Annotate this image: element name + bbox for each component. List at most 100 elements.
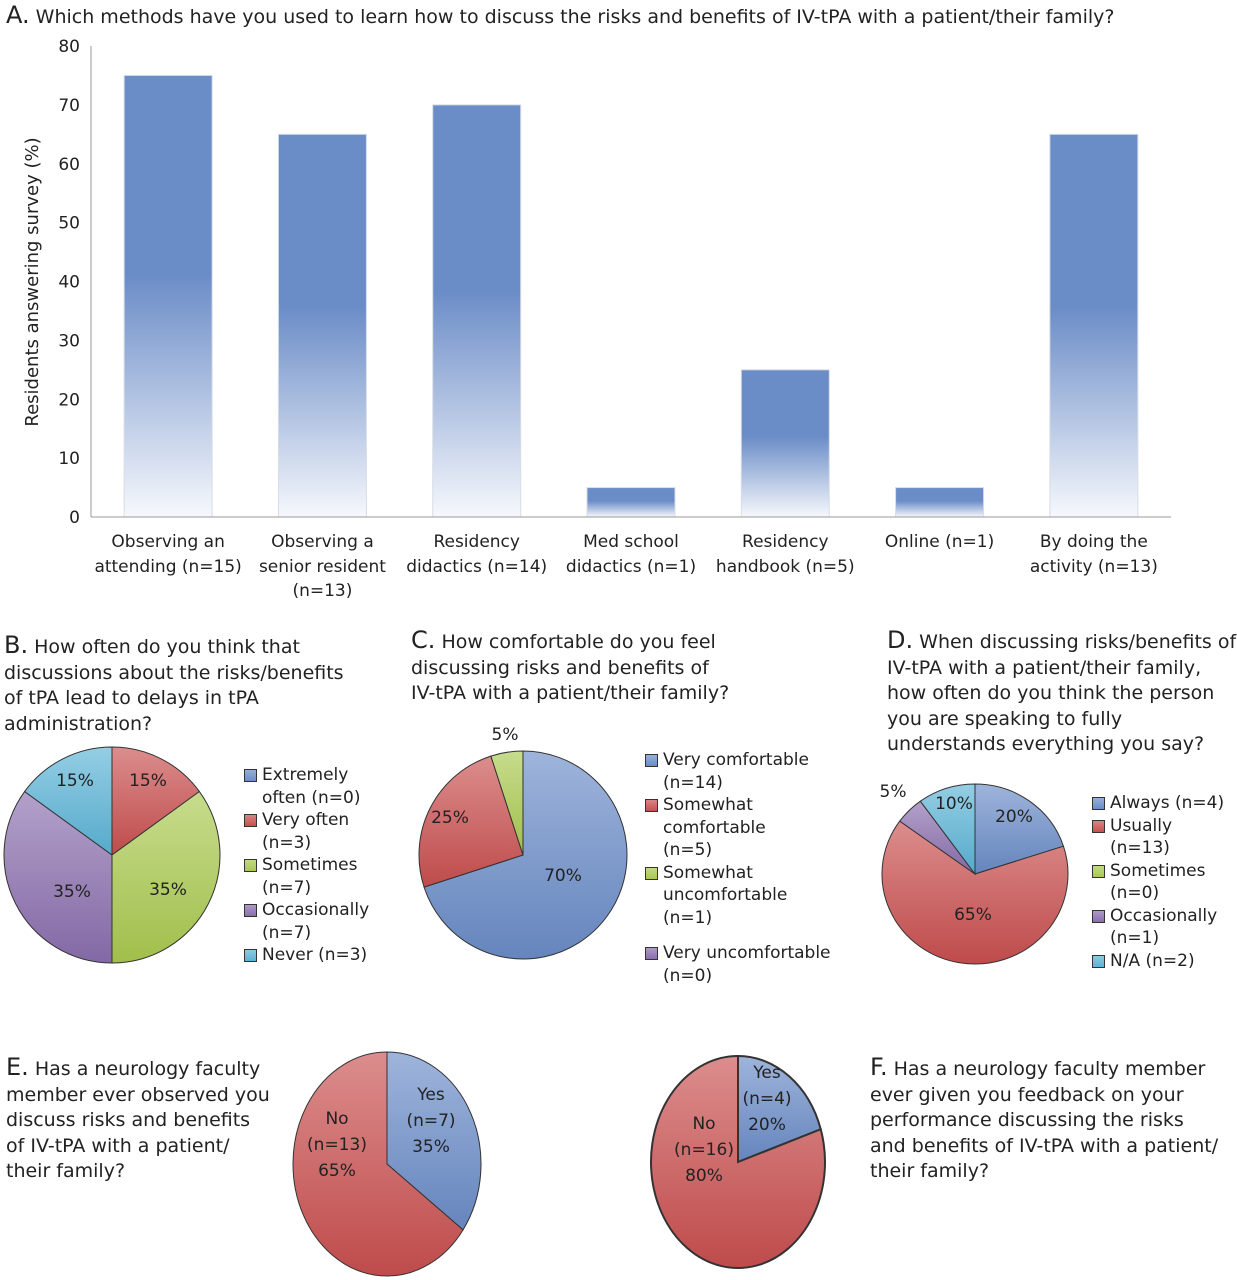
- y-tick-label: 10: [58, 449, 80, 469]
- legend-swatch-icon: [244, 814, 257, 827]
- legend-label: (n=7): [262, 877, 312, 898]
- pie-slice-occasionally: [3, 790, 113, 964]
- x-tick-label-line: didactics (n=14): [406, 556, 548, 577]
- x-tick-label: Observing a senior resident (n=13): [247, 530, 397, 604]
- y-tick-label: 20: [58, 390, 80, 410]
- legend-item: Occasionally (n=7): [244, 899, 369, 944]
- x-tick-label-line: By doing the: [1039, 532, 1148, 552]
- y-tick-label: 70: [58, 96, 80, 116]
- legend-swatch-icon: [244, 904, 257, 917]
- pie-chart-f: Yes (n=4) 20% No (n=16) 80%: [650, 1054, 826, 1269]
- legend-b: Extremely often (n=0) Very often (n=3) Somet…: [244, 764, 369, 967]
- pie-chart-b: 15% 35% 35% 15%: [3, 746, 221, 964]
- panel-c-q0: How comfortable do you feel: [441, 631, 716, 653]
- panel-c-letter: C.: [411, 626, 436, 654]
- pie-data-label: 15%: [129, 771, 167, 791]
- legend-label: Somewhat: [663, 862, 753, 883]
- legend-label: Always (n=4): [1110, 793, 1225, 813]
- bar: [895, 487, 985, 518]
- legend-label: (n=7): [262, 922, 312, 943]
- pie-data-label: 80%: [685, 1166, 723, 1186]
- panel-f-q1: ever given you feedback on your: [870, 1083, 1184, 1106]
- pie-data-label: 70%: [544, 866, 582, 886]
- panel-d-q2: how often do you think the person: [887, 682, 1215, 704]
- pie-data-label: 35%: [412, 1137, 450, 1157]
- panel-d-q1: IV-tPA with a patient/their family,: [887, 656, 1202, 679]
- panel-f-q4: their family?: [870, 1160, 990, 1182]
- panel-e-title: E. Has a neurology faculty member ever o…: [6, 1054, 270, 1185]
- pie-data-label: 65%: [954, 905, 992, 925]
- bar: [740, 369, 830, 518]
- panel-d-q0: When discussing risks/benefits of: [919, 631, 1237, 653]
- pie-data-label: (n=13): [307, 1135, 367, 1155]
- x-tick-label-line: handbook (n=5): [715, 556, 855, 577]
- pie-slice-somewhat-comfortable: [418, 755, 524, 888]
- legend-label: uncomfortable: [663, 885, 788, 905]
- legend-item: Sometimes (n=7): [244, 854, 369, 899]
- pie-slice-usually: [881, 820, 1069, 965]
- bar: [586, 487, 676, 518]
- legend-swatch-icon: [645, 947, 658, 960]
- pie-data-label: 10%: [935, 794, 973, 814]
- legend-label: Extremely: [262, 765, 349, 785]
- panel-f-q3: and benefits of IV-tPA with a patient/: [870, 1134, 1219, 1157]
- pie-data-label: 25%: [431, 808, 469, 828]
- legend-item: Very uncomfortable (n=0): [645, 942, 831, 987]
- legend-item: N/A (n=2): [1092, 950, 1224, 973]
- pie-chart-d: 20% 65% 5% 10%: [880, 782, 1069, 965]
- x-tick-label-line: Med school: [583, 532, 679, 552]
- pie-data-label: 20%: [995, 807, 1033, 827]
- legend-label: (n=14): [663, 772, 723, 793]
- pie-data-label: 20%: [748, 1115, 786, 1135]
- legend-item: Somewhat comfortable (n=5): [645, 794, 831, 862]
- legend-label: Usually: [1110, 815, 1172, 836]
- y-tick-label: 50: [58, 214, 80, 234]
- legend-swatch-icon: [645, 799, 658, 812]
- panel-f-q2: performance discussing the risks: [870, 1109, 1184, 1131]
- pie-data-label: Yes: [416, 1085, 445, 1105]
- x-tick-label-line: Residency: [742, 532, 829, 552]
- bar: [277, 133, 367, 518]
- panel-a-title: A. Which methods have you used to learn …: [6, 1, 1114, 31]
- panel-d-q4: understands everything you say?: [887, 733, 1205, 755]
- panel-b-title: B. How often do you think that discussio…: [4, 632, 344, 737]
- legend-label: often (n=0): [262, 787, 361, 808]
- pie-slice-always: [974, 783, 1065, 875]
- panel-d-title: D. When discussing risks/benefits of IV-…: [887, 627, 1237, 758]
- legend-item: Extremely often (n=0): [244, 764, 369, 809]
- pie-data-label: 35%: [53, 882, 91, 902]
- legend-label: Somewhat: [663, 795, 753, 815]
- legend-label: (n=0): [1110, 883, 1160, 903]
- legend-label: (n=1): [1110, 928, 1160, 948]
- pie-data-label: (n=4): [742, 1089, 791, 1109]
- x-tick-label-line: didactics (n=1): [565, 556, 697, 577]
- pie-data-label: (n=16): [674, 1140, 734, 1160]
- bar: [432, 104, 522, 518]
- x-tick-label-line: Observing an: [111, 532, 225, 552]
- legend-label: N/A (n=2): [1110, 950, 1195, 971]
- bar: [123, 74, 213, 518]
- pie-slice-never: [23, 746, 113, 856]
- legend-c: Very comfortable (n=14) Somewhat comfortabl…: [645, 749, 831, 987]
- pie-slice-very-often: [111, 746, 201, 856]
- panel-b-q3: administration?: [4, 712, 153, 735]
- panel-e-q1: member ever observed you: [6, 1083, 270, 1106]
- pie-data-label: 5%: [492, 725, 519, 745]
- pie-slice-sometimes: [111, 790, 221, 964]
- pie-data-label: 65%: [318, 1161, 356, 1181]
- panel-e-q3: of IV-tPA with a patient/: [6, 1134, 230, 1157]
- panel-a-letter: A.: [6, 1, 30, 29]
- legend-label: (n=3): [262, 832, 312, 853]
- pie-slice-no: [292, 1051, 464, 1277]
- x-tick-label: Residency handbook (n=5): [710, 530, 860, 579]
- panel-e-q2: discuss risks and benefits: [6, 1109, 251, 1131]
- x-tick-label-line: (n=13): [292, 581, 353, 601]
- legend-label: comfortable: [663, 817, 766, 838]
- x-tick-label-line: senior resident: [258, 556, 386, 577]
- pie-data-label: 15%: [56, 771, 94, 791]
- legend-label: Sometimes: [1110, 860, 1206, 881]
- legend-label: Occasionally: [1110, 905, 1218, 926]
- legend-label: Occasionally: [262, 900, 370, 920]
- y-tick-label: 0: [69, 508, 80, 528]
- legend-swatch-icon: [244, 859, 257, 872]
